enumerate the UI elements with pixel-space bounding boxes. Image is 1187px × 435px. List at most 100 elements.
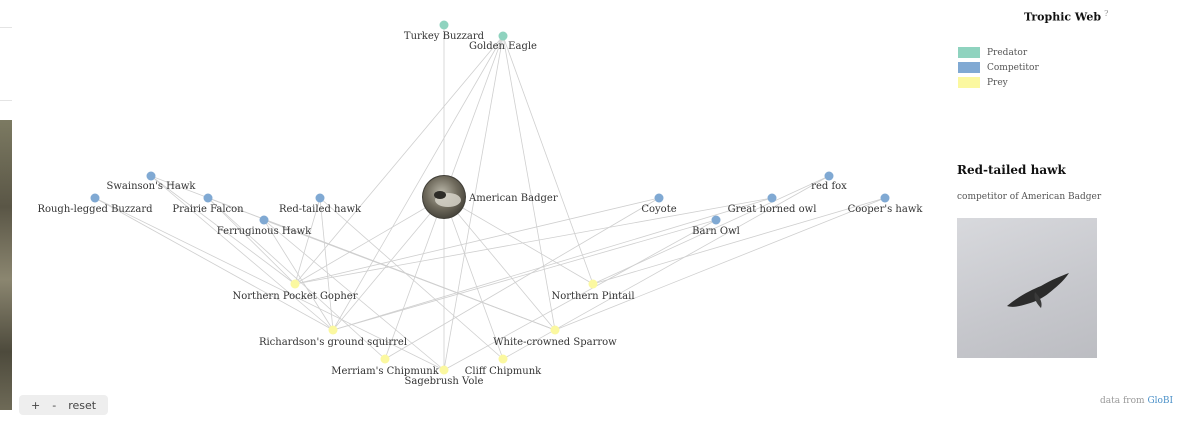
graph-node-coyote[interactable]: Coyote	[641, 193, 677, 216]
graph-node-white-crowned-sparrow[interactable]: White-crowned Sparrow	[493, 325, 617, 349]
node-dot[interactable]	[259, 215, 269, 225]
node-dot[interactable]	[498, 31, 508, 41]
node-dot[interactable]	[588, 279, 598, 289]
divider	[0, 100, 12, 101]
predator-swatch	[958, 47, 980, 58]
node-dot[interactable]	[328, 325, 338, 335]
zoom-in-button[interactable]: +	[31, 398, 41, 412]
reset-button[interactable]: reset	[68, 398, 97, 412]
detail-panel-title: Red-tailed hawk	[957, 163, 1066, 177]
focus-node-american-badger[interactable]: American Badger	[422, 175, 558, 219]
graph-node-northern-pocket-gopher[interactable]: Northern Pocket Gopher	[233, 279, 358, 303]
node-dot[interactable]	[203, 193, 213, 203]
legend-label: Competitor	[987, 62, 1039, 73]
node-label: Cliff Chipmunk	[465, 366, 542, 377]
graph-link	[443, 196, 504, 360]
zoom-controls: + - reset	[19, 395, 109, 415]
attribution-prefix: data from	[1100, 396, 1145, 406]
node-dot[interactable]	[315, 193, 325, 203]
node-label: Sagebrush Vole	[405, 376, 484, 387]
graph-link	[443, 196, 594, 285]
graph-node-coopers-hawk[interactable]: Cooper's hawk	[848, 193, 924, 216]
node-label: Northern Pocket Gopher	[233, 291, 358, 302]
legend-title-text: Trophic Web	[1024, 10, 1102, 24]
graph-link	[263, 219, 445, 371]
graph-link	[294, 196, 445, 285]
graph-link	[332, 219, 717, 331]
graph-node-golden-eagle[interactable]: Golden Eagle	[469, 31, 537, 53]
divider	[0, 27, 12, 28]
graph-link	[294, 197, 660, 285]
node-label: Ferruginous Hawk	[217, 226, 312, 237]
graph-link	[263, 219, 556, 331]
graph-link	[443, 35, 504, 198]
node-label: Barn Owl	[692, 226, 740, 237]
graph-node-merriams-chipmunk[interactable]: Merriam's Chipmunk	[331, 354, 440, 378]
graph-link	[443, 219, 717, 371]
graph-node-great-horned-owl[interactable]: Great horned owl	[728, 193, 817, 216]
graph-link	[294, 197, 321, 285]
node-dot[interactable]	[439, 20, 449, 30]
graph-link	[443, 196, 556, 331]
node-label: Rough-legged Buzzard	[37, 204, 153, 215]
node-dot[interactable]	[654, 193, 664, 203]
node-dot[interactable]	[146, 171, 156, 181]
background-photo	[0, 120, 12, 410]
graph-node-richardsons-ground-squirrel[interactable]: Richardson's ground squirrel	[259, 325, 407, 349]
graph-node-turkey-buzzard[interactable]: Turkey Buzzard	[404, 20, 485, 43]
graph-node-barn-owl[interactable]: Barn Owl	[692, 215, 740, 238]
legend-item-prey: Prey	[958, 75, 1039, 90]
legend-label: Predator	[987, 47, 1028, 58]
node-label: Northern Pintail	[551, 291, 634, 302]
graph-link	[592, 197, 886, 285]
graph-link	[384, 196, 445, 360]
hawk-photo	[957, 218, 1097, 358]
graph-node-red-fox[interactable]: red fox	[811, 171, 847, 193]
node-dot[interactable]	[711, 215, 721, 225]
graph-link	[150, 175, 334, 331]
graph-node-ferruginous-hawk[interactable]: Ferruginous Hawk	[217, 215, 312, 238]
graph-link	[263, 219, 334, 331]
node-dot[interactable]	[498, 354, 508, 364]
node-label: Coyote	[641, 204, 676, 215]
graph-link	[502, 35, 556, 331]
node-label: Swainson's Hawk	[107, 181, 197, 192]
detail-panel-subtitle: competitor of American Badger	[957, 192, 1102, 202]
graph-node-sagebrush-vole[interactable]: Sagebrush Vole	[405, 365, 484, 388]
node-dot[interactable]	[824, 171, 834, 181]
node-label: Prairie Falcon	[172, 204, 244, 215]
zoom-out-button[interactable]: -	[52, 398, 57, 412]
node-dot[interactable]	[880, 193, 890, 203]
prey-swatch	[958, 77, 980, 88]
legend-title: Trophic Web?	[1024, 9, 1108, 24]
node-label: Turkey Buzzard	[404, 31, 485, 42]
node-dot[interactable]	[767, 193, 777, 203]
graph-node-prairie-falcon[interactable]: Prairie Falcon	[172, 193, 244, 216]
graph-link	[294, 35, 504, 285]
graph-link	[554, 197, 886, 331]
hawk-in-sky-icon	[1007, 273, 1069, 308]
legend-label: Prey	[987, 77, 1008, 88]
node-dot[interactable]	[380, 354, 390, 364]
node-dot[interactable]	[439, 365, 449, 375]
legend: Predator Competitor Prey	[958, 45, 1039, 90]
graph-link	[319, 197, 334, 331]
graph-node-rough-legged-buzzard[interactable]: Rough-legged Buzzard	[37, 193, 153, 216]
help-icon[interactable]: ?	[1104, 9, 1109, 18]
link-layer	[94, 25, 886, 371]
graph-node-red-tailed-hawk[interactable]: Red-tailed hawk	[279, 193, 362, 216]
graph-node-swainsons-hawk[interactable]: Swainson's Hawk	[107, 171, 197, 193]
graph-link	[294, 197, 773, 285]
graph-link	[384, 197, 660, 360]
node-dot[interactable]	[550, 325, 560, 335]
graph-node-cliff-chipmunk[interactable]: Cliff Chipmunk	[465, 354, 542, 378]
competitor-swatch	[958, 62, 980, 73]
graph-link	[332, 197, 773, 331]
globi-link[interactable]: GloBI	[1147, 396, 1174, 406]
node-label: Red-tailed hawk	[279, 204, 362, 215]
node-dot[interactable]	[290, 279, 300, 289]
node-dot[interactable]	[90, 193, 100, 203]
graph-node-northern-pintail[interactable]: Northern Pintail	[551, 279, 635, 303]
